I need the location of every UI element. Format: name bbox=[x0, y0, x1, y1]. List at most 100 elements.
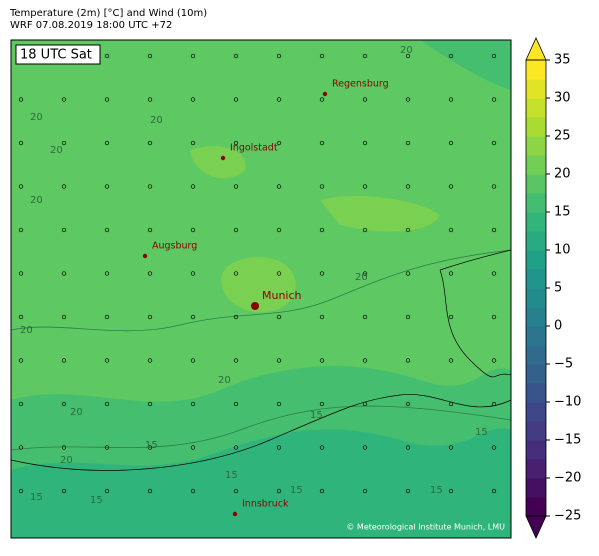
station bbox=[405, 314, 411, 320]
city-dot bbox=[232, 511, 238, 517]
station bbox=[319, 401, 325, 407]
station bbox=[362, 140, 368, 146]
station bbox=[104, 358, 110, 363]
station bbox=[104, 488, 110, 494]
station bbox=[18, 140, 24, 146]
colorbar-band bbox=[526, 326, 546, 346]
colorbar-band bbox=[526, 174, 546, 194]
station bbox=[319, 314, 325, 320]
colorbar-tick-label: 5 bbox=[554, 281, 562, 296]
station bbox=[448, 184, 454, 189]
station bbox=[405, 53, 411, 59]
station bbox=[362, 314, 368, 320]
city-label: Munich bbox=[262, 289, 302, 302]
station bbox=[147, 271, 153, 276]
colorbar-band bbox=[526, 288, 546, 308]
station bbox=[190, 488, 196, 494]
station bbox=[491, 227, 497, 233]
contour-label: 15 bbox=[145, 440, 158, 451]
station bbox=[491, 97, 497, 102]
station bbox=[448, 358, 454, 363]
station bbox=[362, 488, 368, 494]
station bbox=[190, 314, 196, 320]
station bbox=[405, 445, 411, 450]
city-dot bbox=[322, 91, 328, 97]
map: 20 20 20 20 20 20 20 20 20 20 15 15 15 15 15 15 15 15 Reg… bbox=[10, 39, 512, 539]
colorbar-tick-label: 20 bbox=[554, 167, 571, 182]
station bbox=[362, 184, 368, 189]
station bbox=[104, 227, 110, 233]
station bbox=[276, 358, 282, 363]
station bbox=[61, 97, 67, 102]
station bbox=[104, 445, 110, 450]
contour-label: 20 bbox=[50, 145, 63, 156]
station bbox=[448, 227, 454, 233]
station bbox=[147, 314, 153, 320]
colorbar-band bbox=[526, 117, 546, 137]
contour bbox=[10, 249, 512, 332]
station bbox=[319, 227, 325, 233]
station bbox=[448, 314, 454, 320]
contour-label: 20 bbox=[355, 272, 368, 283]
station bbox=[190, 401, 196, 407]
contour-label: 15 bbox=[90, 495, 103, 506]
station bbox=[190, 358, 196, 363]
contour-label: 20 bbox=[150, 115, 163, 126]
cities: Regensburg Ingolstadt Augsburg Munich Innsbr… bbox=[142, 79, 389, 517]
station bbox=[233, 401, 239, 407]
contour-label: 20 bbox=[60, 455, 73, 466]
station bbox=[319, 488, 325, 494]
contour-label: 15 bbox=[475, 427, 488, 438]
station bbox=[233, 97, 239, 102]
colorbar-band bbox=[526, 269, 546, 289]
time-label: 18 UTC Sat bbox=[20, 48, 92, 63]
colorbar-extend-bottom bbox=[525, 515, 547, 539]
colorbar-band bbox=[526, 212, 546, 232]
station bbox=[448, 488, 454, 494]
city-dot bbox=[220, 155, 226, 161]
station bbox=[233, 314, 239, 320]
station bbox=[147, 358, 153, 363]
station bbox=[405, 488, 411, 494]
station bbox=[104, 97, 110, 102]
station bbox=[147, 445, 153, 450]
station bbox=[233, 184, 239, 189]
map-frame bbox=[10, 39, 512, 539]
station bbox=[190, 271, 196, 276]
contour-label: 20 bbox=[218, 375, 231, 386]
station bbox=[405, 401, 411, 407]
colorbar-tick-label: 30 bbox=[554, 91, 571, 106]
station bbox=[319, 358, 325, 363]
colorbar-band bbox=[526, 440, 546, 460]
contour-label: 15 bbox=[30, 492, 43, 503]
station bbox=[18, 445, 24, 450]
station bbox=[405, 358, 411, 363]
contour-label: 20 bbox=[30, 195, 43, 206]
contour-label: 15 bbox=[430, 485, 443, 496]
colorbar-band bbox=[526, 79, 546, 99]
cool-region bbox=[11, 428, 511, 538]
colorbar-tick-label: −20 bbox=[554, 471, 581, 486]
station bbox=[491, 401, 497, 407]
station bbox=[147, 140, 153, 146]
station bbox=[104, 140, 110, 146]
city-dot bbox=[251, 302, 259, 310]
station bbox=[190, 140, 196, 146]
colorbar: −25 −20 −15 −10 −5 0 5 10 15 20 25 30 35 bbox=[525, 37, 581, 539]
station bbox=[18, 97, 24, 102]
contour-label: 20 bbox=[30, 112, 43, 123]
colorbar-tick-label: 35 bbox=[554, 53, 571, 68]
colorbar-tick-label: 25 bbox=[554, 129, 571, 144]
station bbox=[276, 97, 282, 102]
station bbox=[448, 401, 454, 407]
city-dot bbox=[142, 253, 148, 259]
station bbox=[448, 140, 454, 146]
contour-label: 20 bbox=[400, 45, 413, 56]
colorbar-band bbox=[526, 421, 546, 441]
station bbox=[61, 401, 67, 407]
colorbar-band bbox=[526, 60, 546, 80]
station bbox=[491, 358, 497, 363]
station bbox=[104, 271, 110, 276]
